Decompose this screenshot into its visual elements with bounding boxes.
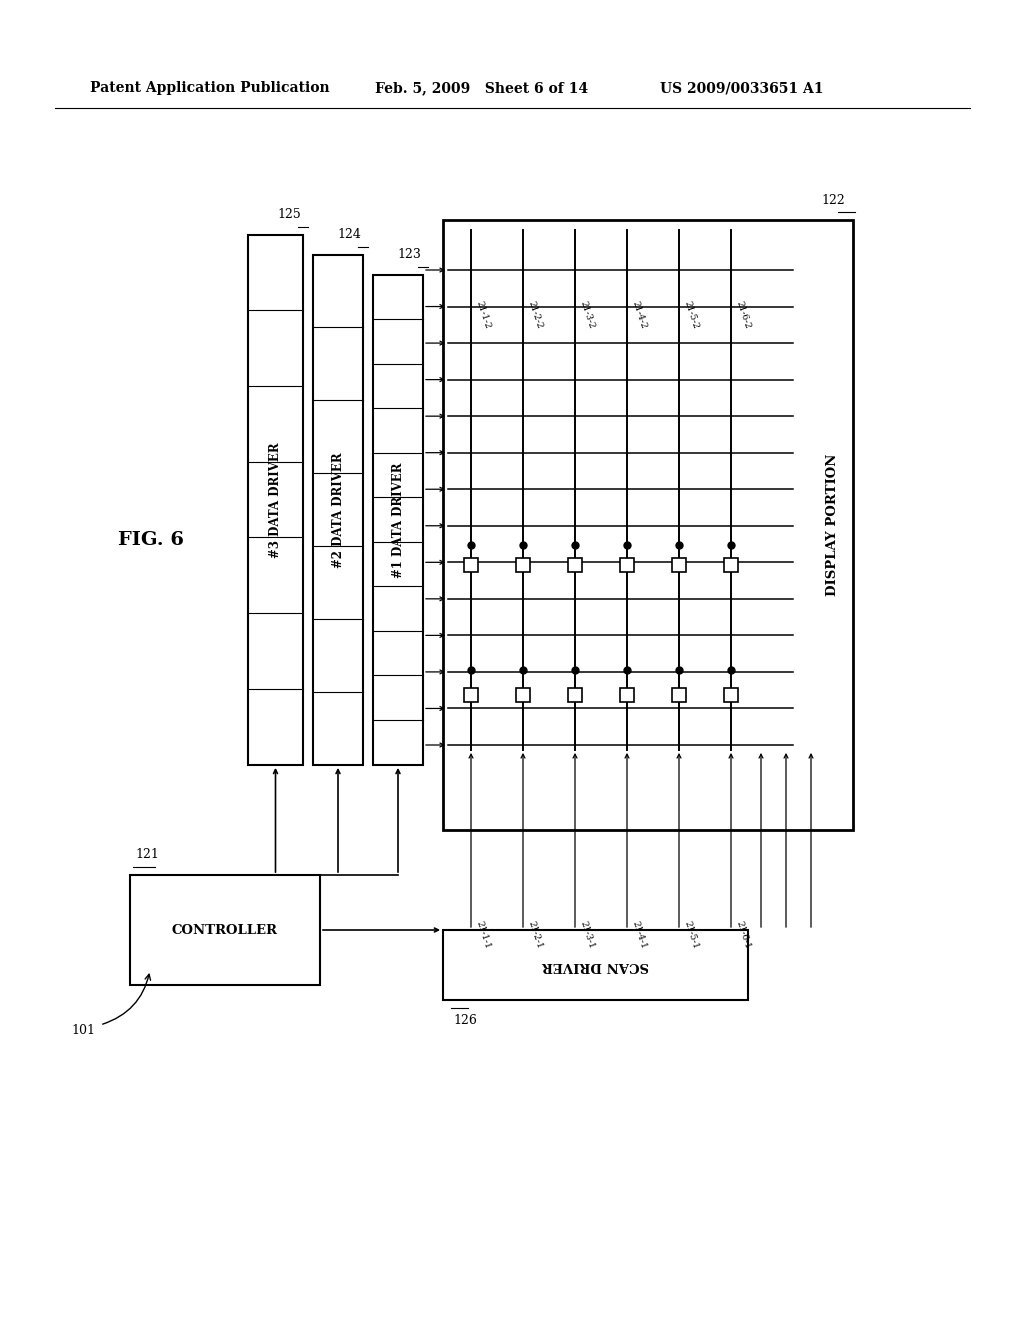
Bar	[516, 688, 530, 702]
Text: 21-5-1: 21-5-1	[683, 920, 700, 950]
Bar	[248, 235, 303, 766]
Bar	[373, 275, 423, 766]
Text: SCAN DRIVER: SCAN DRIVER	[542, 958, 649, 972]
Text: 101: 101	[71, 1023, 95, 1036]
Text: 21-1-1: 21-1-1	[475, 920, 493, 950]
Text: FIG. 6: FIG. 6	[118, 531, 184, 549]
Text: 21-4-2: 21-4-2	[631, 300, 648, 330]
Text: 122: 122	[821, 194, 845, 206]
Text: 21-2-2: 21-2-2	[527, 300, 545, 330]
Bar	[313, 255, 362, 766]
Text: Patent Application Publication: Patent Application Publication	[90, 81, 330, 95]
Text: 124: 124	[337, 228, 361, 242]
Text: 21-3-2: 21-3-2	[579, 300, 596, 330]
Bar	[464, 558, 478, 572]
Bar	[130, 875, 319, 985]
Text: Feb. 5, 2009   Sheet 6 of 14: Feb. 5, 2009 Sheet 6 of 14	[375, 81, 588, 95]
Text: #1 DATA DRIVER: #1 DATA DRIVER	[391, 462, 404, 578]
Text: 21-6-1: 21-6-1	[735, 920, 753, 950]
Text: US 2009/0033651 A1: US 2009/0033651 A1	[660, 81, 823, 95]
Bar	[516, 558, 530, 572]
Bar	[672, 558, 686, 572]
Text: 21-2-1: 21-2-1	[527, 920, 545, 950]
Bar	[568, 688, 582, 702]
Bar	[724, 558, 738, 572]
Bar	[464, 688, 478, 702]
Text: 125: 125	[278, 209, 301, 222]
Text: 21-4-1: 21-4-1	[631, 920, 648, 950]
Bar	[620, 558, 634, 572]
Text: 21-3-1: 21-3-1	[579, 920, 596, 950]
Text: #2 DATA DRIVER: #2 DATA DRIVER	[332, 453, 344, 568]
Text: 21-1-2: 21-1-2	[475, 300, 493, 330]
Bar	[443, 220, 853, 830]
Bar	[443, 931, 748, 1001]
Text: 123: 123	[397, 248, 421, 261]
Bar	[672, 688, 686, 702]
Text: 21-5-2: 21-5-2	[683, 300, 700, 330]
Text: 121: 121	[135, 849, 159, 862]
Bar	[724, 688, 738, 702]
Text: #3 DATA DRIVER: #3 DATA DRIVER	[269, 442, 282, 558]
Bar	[568, 558, 582, 572]
Text: CONTROLLER: CONTROLLER	[172, 924, 278, 936]
Text: 21-6-2: 21-6-2	[735, 300, 753, 330]
Bar	[620, 688, 634, 702]
Text: 126: 126	[453, 1014, 477, 1027]
Text: DISPLAY PORTION: DISPLAY PORTION	[826, 454, 840, 597]
